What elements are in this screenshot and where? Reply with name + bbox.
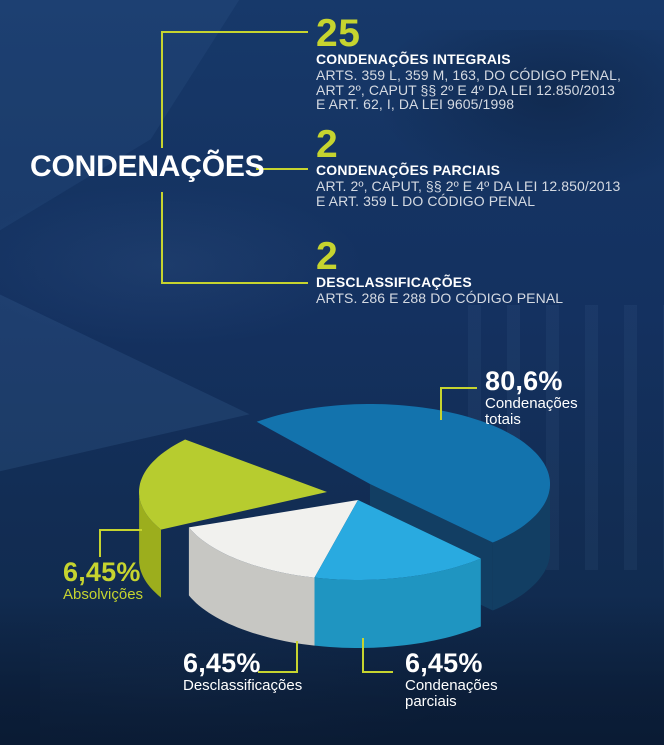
pie-slice-condenacoes-parciais <box>314 500 481 648</box>
stat-details: ART. 2º, CAPUT, §§ 2º E 4º DA LEI 12.850… <box>316 179 652 208</box>
pie-label-value: 6,45% <box>183 648 261 678</box>
pie-label-condenacoes-parciais: 6,45% Condenações parciais <box>405 648 515 710</box>
stat-number: 2 <box>316 235 339 278</box>
bracket-line <box>161 31 308 148</box>
pie-label-value: 6,45% <box>405 648 483 678</box>
pie-label-caption: Condenações totais <box>485 395 578 428</box>
leader-line-parciais <box>362 638 393 673</box>
stat-details-line: E ART. 359 L DO CÓDIGO PENAL <box>316 192 536 209</box>
pie-slice-side <box>492 485 550 611</box>
bracket-line <box>161 192 308 284</box>
pie-label-value: 80,6% <box>485 366 563 396</box>
pie-label-caption: Condenações parciais <box>405 677 498 710</box>
pie-label-value: 6,45% <box>63 557 141 587</box>
pie-slice-side <box>139 494 161 598</box>
stat-block-desclassificacoes: 2 DESCLASSIFICAÇÕES ARTS. 286 E 288 DO C… <box>316 235 652 306</box>
pie-label-caption: Desclassificações <box>183 677 303 694</box>
stat-label: CONDENAÇÕES INTEGRAIS <box>316 51 511 67</box>
stat-number: 2 <box>316 123 339 166</box>
pie-slice-top <box>139 439 327 530</box>
pie-slice-top <box>314 500 481 580</box>
pie-slice-desclassificacoes <box>188 500 358 646</box>
stat-label: DESCLASSIFICAÇÕES <box>316 274 472 290</box>
stat-details-line: ARTS. 286 E 288 DO CÓDIGO PENAL <box>316 290 564 306</box>
page-title: CONDENAÇÕES <box>30 150 265 183</box>
pie-label-desclassificacoes: 6,45% Desclassificações <box>183 648 343 694</box>
stat-block-parciais: 2 CONDENAÇÕES PARCIAIS ART. 2º, CAPUT, §… <box>316 123 652 208</box>
pie-slice-absolvicoes <box>139 439 327 598</box>
pie-label-condenacoes-totais: 80,6% Condenações totais <box>485 366 595 428</box>
pie-slice-side <box>314 558 481 648</box>
stat-details: ARTS. 286 E 288 DO CÓDIGO PENAL <box>316 291 652 306</box>
pie-label-caption: Absolvições <box>63 586 144 603</box>
stat-details: ARTS. 359 L, 359 M, 163, DO CÓDIGO PENAL… <box>316 68 652 112</box>
pie-slice-top <box>188 500 358 578</box>
callout-lines <box>99 31 477 673</box>
stat-details-line: ARTS. 359 L, 359 M, 163, DO CÓDIGO PENAL… <box>316 67 621 83</box>
pie-slice-top <box>256 404 550 543</box>
leader-line-desclassificacoes <box>258 641 298 673</box>
pie-label-absolvicoes: 6,45% Absolvições <box>63 557 193 603</box>
stat-label: CONDENAÇÕES PARCIAIS <box>316 162 501 178</box>
stat-number: 25 <box>316 12 361 55</box>
leader-line-absolvicoes <box>99 529 142 557</box>
leader-line-totais <box>440 387 477 420</box>
stat-details-line: ART 2º, CAPUT §§ 2º E 4º DA LEI 12.850/2… <box>316 81 616 98</box>
stat-details-line: ART. 2º, CAPUT, §§ 2º E 4º DA LEI 12.850… <box>316 178 621 194</box>
pie-slice-side <box>188 527 315 646</box>
pie-slices <box>139 404 550 648</box>
stat-block-integrais: 25 CONDENAÇÕES INTEGRAIS ARTS. 359 L, 35… <box>316 12 652 112</box>
stat-details-line: E ART. 62, I, DA LEI 9605/1998 <box>316 96 515 113</box>
